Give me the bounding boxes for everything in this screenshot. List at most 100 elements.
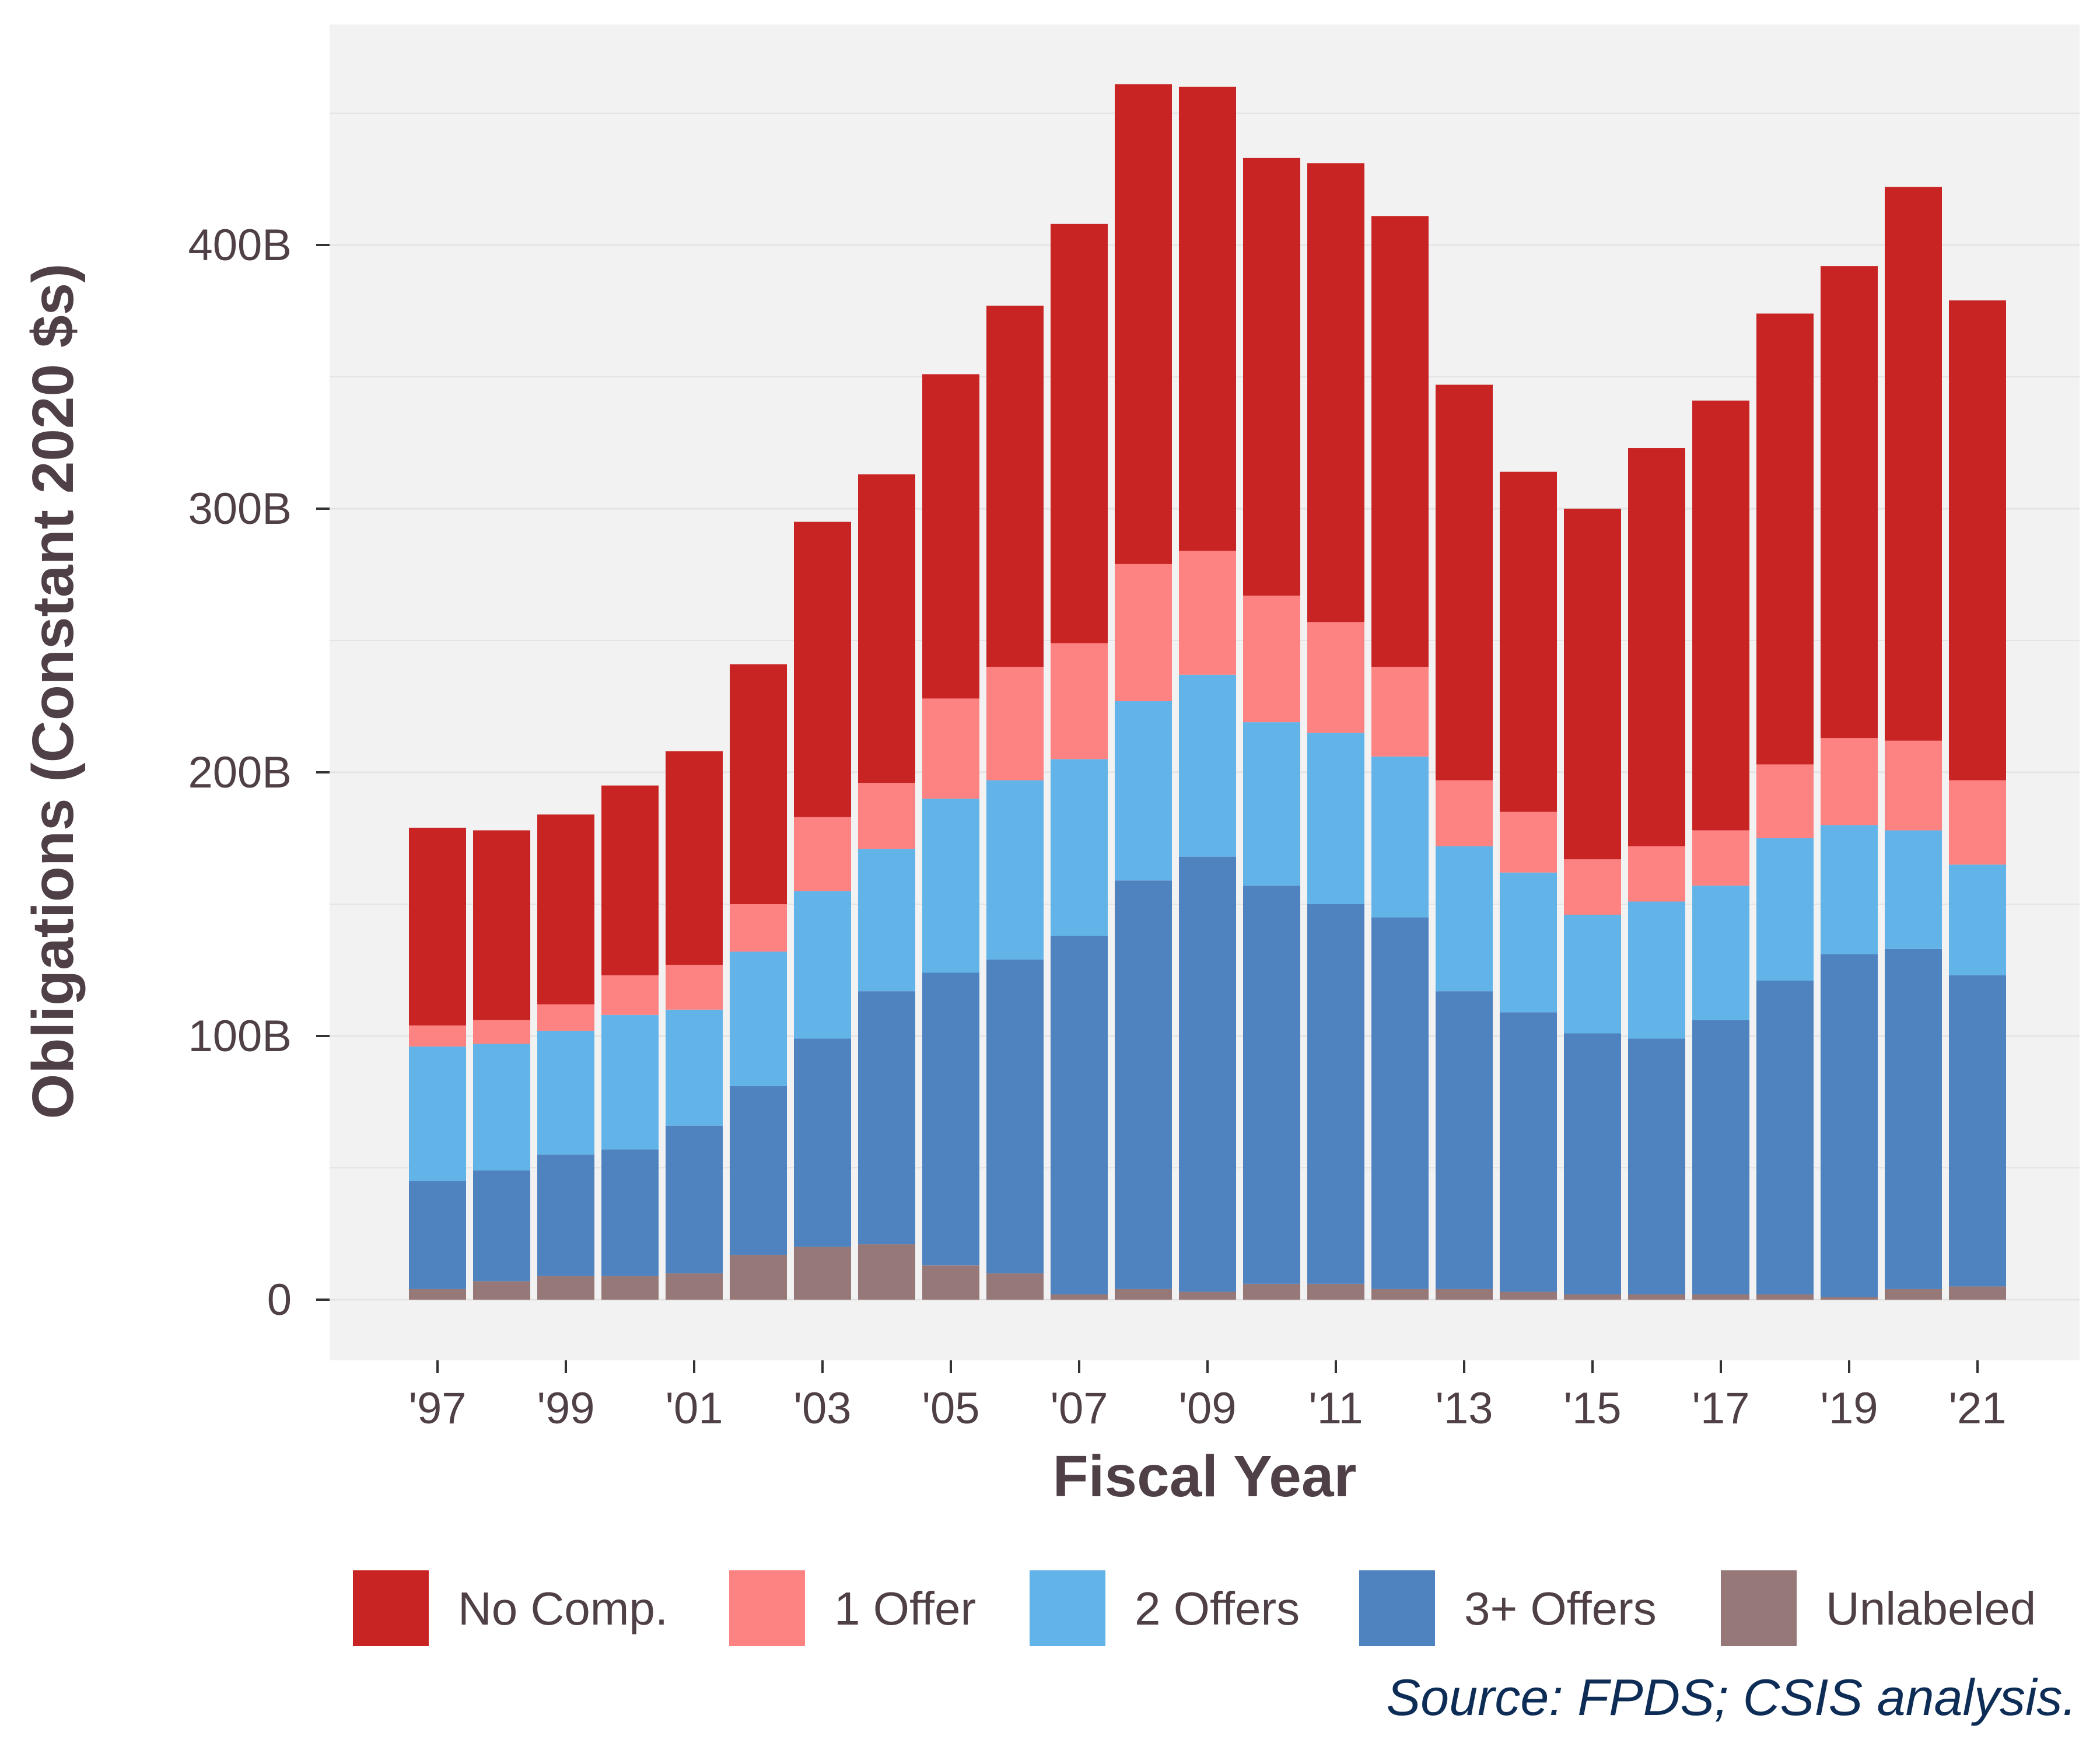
legend-swatch-unlabeled xyxy=(1721,1570,1797,1646)
bar-segment-1-offer-2004 xyxy=(858,783,915,849)
bar-segment-no-comp-2000 xyxy=(601,785,659,976)
bar-segment-no-comp-2012 xyxy=(1371,216,1429,667)
x-axis-ticks: '97 '99 '01 '03 '05 '07 '09 '11 '13 '15 '17 '19 '21 xyxy=(408,1360,2007,1433)
bar-segment-2-offers-2014 xyxy=(1500,872,1557,1013)
x-tick-label: '21 xyxy=(1948,1384,2006,1433)
bar-segment-1-offer-2020 xyxy=(1885,740,1942,831)
bar-segment-3-offers-2006 xyxy=(986,959,1044,1273)
bar-segment-unlabeled-2014 xyxy=(1500,1292,1557,1300)
bar-segment-no-comp-2002 xyxy=(730,664,787,904)
legend-label: 2 Offers xyxy=(1135,1583,1300,1634)
x-tick-label: '15 xyxy=(1563,1384,1621,1433)
bar-segment-2-offers-2009 xyxy=(1179,674,1236,857)
bar-segment-3-offers-1998 xyxy=(473,1170,530,1282)
x-axis-title: Fiscal Year xyxy=(1053,1444,1357,1509)
bar-segment-3-offers-2020 xyxy=(1885,949,1942,1289)
bars xyxy=(409,84,2006,1300)
bar-segment-2-offers-2003 xyxy=(794,891,851,1039)
bar-segment-no-comp-1997 xyxy=(409,827,466,1026)
x-tick-label: '13 xyxy=(1435,1384,1493,1433)
bar-segment-1-offer-2009 xyxy=(1179,551,1236,675)
bar-segment-3-offers-2002 xyxy=(730,1086,787,1255)
bar-segment-3-offers-2010 xyxy=(1243,886,1300,1284)
y-axis-title: Obligations (Constant 2020 $s) xyxy=(20,264,86,1119)
bar-segment-1-offer-2002 xyxy=(730,904,787,952)
bar-segment-3-offers-1999 xyxy=(537,1154,594,1276)
bar-segment-1-offer-2005 xyxy=(922,698,979,799)
bar-segment-2-offers-1997 xyxy=(409,1046,466,1181)
bar-segment-1-offer-2017 xyxy=(1692,830,1749,886)
bar-segment-no-comp-2020 xyxy=(1885,187,1942,741)
y-tick-label: 100B xyxy=(188,1012,292,1061)
bar-segment-1-offer-2000 xyxy=(601,975,659,1015)
bar-segment-3-offers-2008 xyxy=(1115,880,1172,1289)
bar-segment-no-comp-2011 xyxy=(1307,163,1364,622)
bar-segment-no-comp-2007 xyxy=(1051,223,1108,643)
bar-segment-3-offers-2009 xyxy=(1179,856,1236,1292)
bar-segment-unlabeled-2018 xyxy=(1756,1294,1814,1300)
bar-segment-2-offers-2015 xyxy=(1564,915,1621,1034)
bar-segment-no-comp-2003 xyxy=(794,522,851,817)
bar-segment-no-comp-2005 xyxy=(922,374,979,699)
x-tick-label: '03 xyxy=(793,1384,851,1433)
bar-segment-3-offers-2012 xyxy=(1371,917,1429,1289)
bar-segment-2-offers-2019 xyxy=(1821,825,1878,954)
bar-segment-unlabeled-2000 xyxy=(601,1276,659,1300)
bar-segment-2-offers-2013 xyxy=(1436,846,1493,992)
bar-segment-2-offers-1998 xyxy=(473,1044,530,1171)
bar-segment-1-offer-2016 xyxy=(1628,846,1685,902)
bar-segment-2-offers-2018 xyxy=(1756,838,1814,981)
bar-segment-no-comp-2009 xyxy=(1179,86,1236,551)
y-axis-ticks: 0 100B 200B 300B 400B xyxy=(188,220,330,1325)
bar-segment-2-offers-2016 xyxy=(1628,901,1685,1039)
bar-segment-unlabeled-2011 xyxy=(1307,1283,1364,1300)
bar-segment-2-offers-2012 xyxy=(1371,756,1429,918)
legend-swatch-1-offer xyxy=(729,1570,805,1646)
bar-segment-2-offers-2006 xyxy=(986,780,1044,960)
x-tick-label: '17 xyxy=(1692,1384,1749,1433)
bar-segment-no-comp-2010 xyxy=(1243,158,1300,596)
bar-segment-3-offers-1997 xyxy=(409,1181,466,1289)
bar-segment-3-offers-2015 xyxy=(1564,1033,1621,1294)
bar-segment-1-offer-2018 xyxy=(1756,764,1814,838)
bar-segment-2-offers-2020 xyxy=(1885,830,1942,949)
legend: No Comp. 1 Offer 2 Offers 3+ Offers Unlabele… xyxy=(353,1570,2036,1646)
bar-segment-unlabeled-2007 xyxy=(1051,1294,1108,1300)
bar-segment-no-comp-1998 xyxy=(473,830,530,1020)
legend-label: 1 Offer xyxy=(834,1583,976,1634)
bar-segment-unlabeled-2015 xyxy=(1564,1294,1621,1300)
bar-segment-3-offers-2007 xyxy=(1051,936,1108,1294)
y-tick-label: 400B xyxy=(188,220,292,270)
bar-segment-1-offer-2015 xyxy=(1564,859,1621,915)
source-note: Source: FPDS; CSIS analysis. xyxy=(1386,1668,2077,1726)
bar-segment-1-offer-2021 xyxy=(1949,780,2006,865)
legend-label: Unlabeled xyxy=(1826,1583,2036,1634)
bar-segment-2-offers-2000 xyxy=(601,1014,659,1150)
bar-segment-1-offer-1998 xyxy=(473,1020,530,1044)
bar-segment-3-offers-2017 xyxy=(1692,1020,1749,1294)
legend-swatch-3-offers xyxy=(1359,1570,1435,1646)
bar-segment-no-comp-2004 xyxy=(858,474,915,783)
bar-segment-unlabeled-1998 xyxy=(473,1281,530,1300)
bar-segment-1-offer-1999 xyxy=(537,1004,594,1031)
bar-segment-no-comp-1999 xyxy=(537,814,594,1005)
bar-segment-2-offers-1999 xyxy=(537,1030,594,1155)
bar-segment-no-comp-2016 xyxy=(1628,448,1685,846)
bar-segment-no-comp-2006 xyxy=(986,305,1044,667)
bar-segment-unlabeled-2013 xyxy=(1436,1289,1493,1300)
x-tick-label: '05 xyxy=(922,1384,979,1433)
bar-segment-unlabeled-1999 xyxy=(537,1276,594,1300)
bar-segment-1-offer-2007 xyxy=(1051,643,1108,760)
bar-segment-unlabeled-2005 xyxy=(922,1265,979,1300)
bar-segment-unlabeled-2017 xyxy=(1692,1294,1749,1300)
bar-segment-1-offer-2014 xyxy=(1500,811,1557,873)
bar-segment-3-offers-2001 xyxy=(666,1125,723,1273)
bar-segment-3-offers-2005 xyxy=(922,972,979,1266)
legend-label: No Comp. xyxy=(458,1583,668,1634)
bar-segment-1-offer-2019 xyxy=(1821,738,1878,825)
bar-segment-no-comp-2014 xyxy=(1500,471,1557,812)
bar-segment-3-offers-2011 xyxy=(1307,904,1364,1284)
bar-segment-2-offers-2001 xyxy=(666,1009,723,1126)
bar-segment-unlabeled-2019 xyxy=(1821,1297,1878,1300)
bar-segment-2-offers-2010 xyxy=(1243,722,1300,886)
